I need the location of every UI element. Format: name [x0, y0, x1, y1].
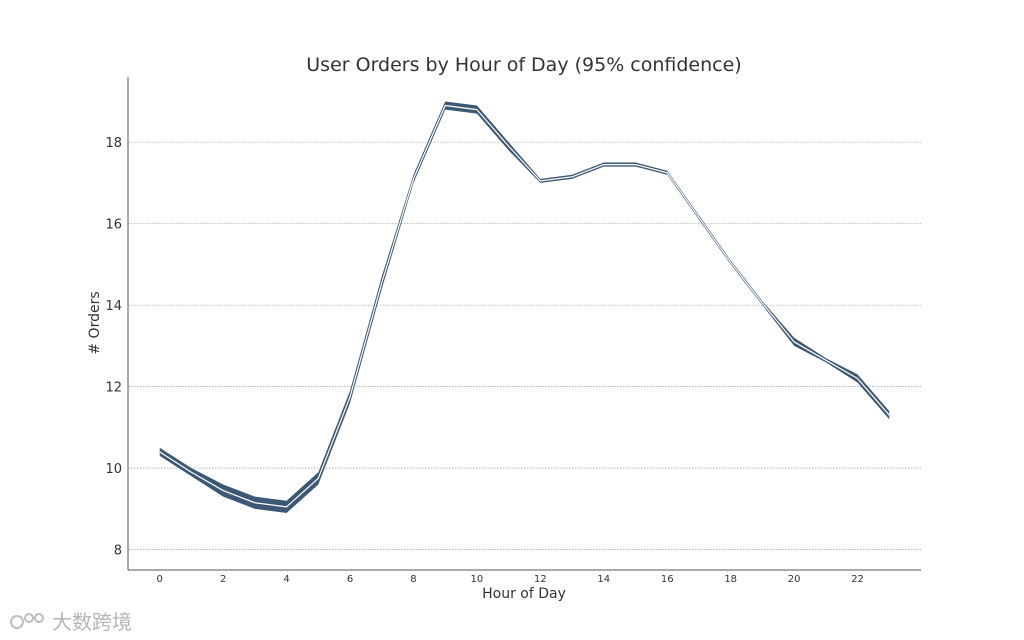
- x-tick-label: 0: [157, 574, 163, 585]
- x-tick-label: 18: [724, 574, 737, 585]
- y-ticks: 8 10 12 14 16 18: [105, 136, 122, 558]
- x-tick-label: 4: [283, 574, 289, 585]
- mean-line: [159, 104, 890, 508]
- watermark-logo-icon: [10, 612, 44, 629]
- x-tick-label: 14: [597, 574, 610, 585]
- y-tick-label: 12: [105, 381, 122, 396]
- x-tick-label: 6: [347, 574, 353, 585]
- x-axis-label: Hour of Day: [482, 586, 566, 602]
- x-tick-label: 16: [661, 574, 674, 585]
- y-tick-label: 14: [105, 299, 122, 314]
- watermark-text: 大数跨境: [52, 610, 132, 634]
- x-ticks: 0 2 4 6 8 10 12 14 16 18 20 22: [157, 574, 864, 585]
- chart-title: User Orders by Hour of Day (95% confiden…: [306, 54, 741, 76]
- confidence-band: [159, 101, 890, 513]
- x-tick-label: 12: [534, 574, 547, 585]
- y-tick-label: 8: [114, 544, 122, 559]
- y-axis-label: # Orders: [87, 291, 103, 354]
- y-tick-label: 18: [105, 136, 122, 151]
- x-tick-label: 8: [410, 574, 416, 585]
- axes: [127, 77, 921, 571]
- y-tick-label: 16: [105, 218, 122, 233]
- grid: [128, 141, 921, 550]
- x-tick-label: 22: [851, 574, 864, 585]
- x-tick-label: 20: [788, 574, 801, 585]
- watermark: 大数跨境: [8, 606, 132, 635]
- x-tick-label: 2: [220, 574, 226, 585]
- x-tick-label: 10: [471, 574, 484, 585]
- y-tick-label: 10: [105, 462, 122, 477]
